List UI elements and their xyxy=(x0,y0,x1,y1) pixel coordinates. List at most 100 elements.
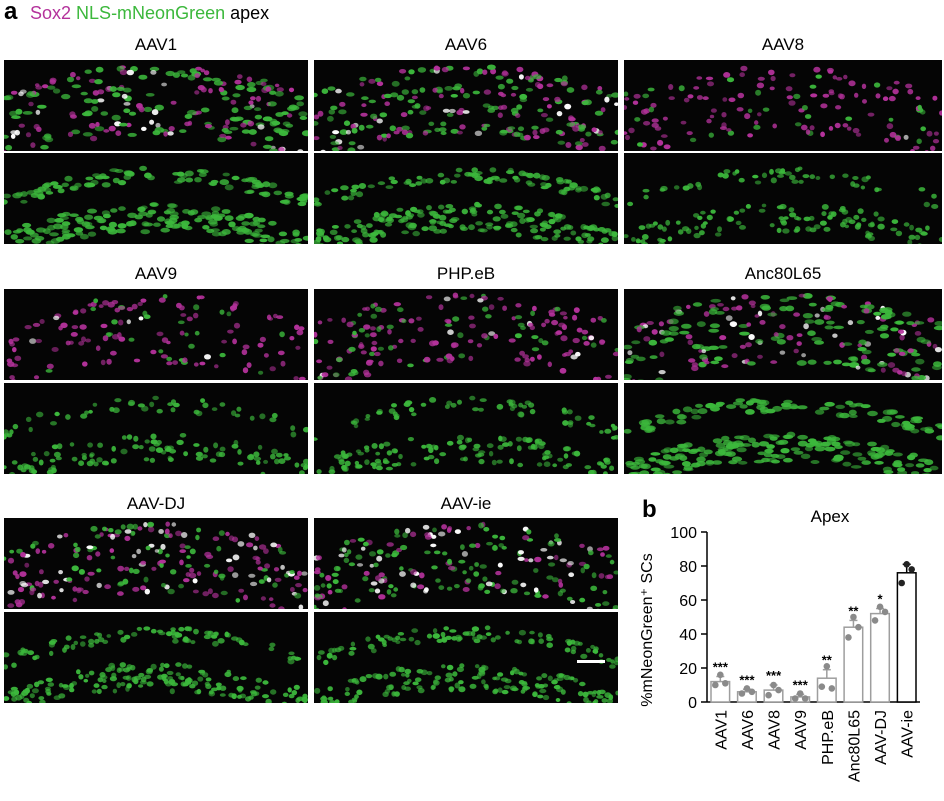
cell-nucleus xyxy=(137,301,143,307)
cell-nucleus xyxy=(83,182,94,188)
cell-nucleus xyxy=(426,633,433,639)
cell-nucleus xyxy=(531,335,539,340)
cell-nucleus xyxy=(479,564,487,569)
bar-AAV-ie xyxy=(896,572,917,703)
cell-nucleus xyxy=(813,66,821,73)
cell-nucleus xyxy=(877,418,886,423)
cell-nucleus xyxy=(556,111,563,117)
cell-nucleus xyxy=(779,324,786,330)
cell-nucleus xyxy=(314,607,320,609)
cell-nucleus xyxy=(780,448,790,454)
cell-nucleus xyxy=(748,437,756,444)
cell-nucleus xyxy=(773,332,779,338)
cell-nucleus xyxy=(219,352,226,358)
cell-nucleus xyxy=(213,632,219,637)
cell-nucleus xyxy=(697,408,708,415)
cell-nucleus xyxy=(597,86,603,91)
x-tick-label: AAV6 xyxy=(740,710,757,750)
cell-nucleus xyxy=(523,134,531,141)
cell-nucleus xyxy=(726,128,732,132)
data-point xyxy=(775,686,782,694)
cell-nucleus xyxy=(196,527,202,533)
cell-nucleus xyxy=(212,536,220,541)
cell-nucleus xyxy=(271,448,278,455)
cell-nucleus xyxy=(770,360,778,364)
cell-nucleus xyxy=(414,677,422,682)
cell-nucleus xyxy=(314,331,318,338)
cell-nucleus xyxy=(255,95,262,102)
cell-nucleus xyxy=(364,417,370,421)
cell-nucleus xyxy=(760,295,770,300)
cell-nucleus xyxy=(917,104,922,111)
cell-nucleus xyxy=(84,69,92,74)
cell-nucleus xyxy=(846,126,852,131)
cell-nucleus xyxy=(194,177,202,183)
cell-nucleus xyxy=(54,218,64,223)
cell-nucleus xyxy=(710,307,719,312)
cell-nucleus xyxy=(329,700,336,703)
cell-nucleus xyxy=(336,566,341,572)
cell-nucleus xyxy=(446,112,454,117)
y-axis-label: %mNeonGreen⁺ SCs xyxy=(639,553,656,706)
cell-nucleus xyxy=(336,357,343,363)
cell-nucleus xyxy=(518,550,524,555)
cell-nucleus xyxy=(709,323,720,328)
cell-nucleus xyxy=(788,207,795,213)
cell-nucleus xyxy=(260,81,267,86)
cell-nucleus xyxy=(703,449,713,455)
cell-nucleus xyxy=(108,221,117,228)
cell-nucleus xyxy=(474,562,479,567)
cell-nucleus xyxy=(358,124,365,131)
cell-nucleus xyxy=(560,689,566,695)
cell-nucleus xyxy=(554,533,559,539)
cell-nucleus xyxy=(546,83,554,88)
cell-nucleus xyxy=(208,690,216,697)
cell-nucleus xyxy=(493,688,499,694)
cell-nucleus xyxy=(260,234,271,239)
cell-nucleus xyxy=(300,463,307,468)
cell-nucleus xyxy=(448,565,456,571)
cell-nucleus xyxy=(131,303,138,310)
cell-nucleus xyxy=(334,699,340,703)
cell-nucleus xyxy=(772,123,777,129)
cell-nucleus xyxy=(487,108,496,113)
cell-nucleus xyxy=(842,173,849,178)
cell-nucleus xyxy=(85,338,91,343)
cell-nucleus xyxy=(807,438,817,443)
cell-nucleus xyxy=(482,576,488,582)
cell-nucleus xyxy=(327,686,333,692)
cell-nucleus xyxy=(108,125,116,132)
cell-nucleus xyxy=(452,294,459,299)
cell-nucleus xyxy=(590,644,595,649)
cell-nucleus xyxy=(683,442,693,448)
cell-nucleus xyxy=(566,701,572,703)
cell-nucleus xyxy=(87,208,97,214)
cell-nucleus xyxy=(580,567,586,574)
cell-nucleus xyxy=(396,547,403,553)
cell-nucleus xyxy=(486,209,494,215)
cell-nucleus xyxy=(820,131,825,138)
cell-nucleus xyxy=(565,142,572,148)
cell-nucleus xyxy=(92,402,98,407)
cell-nucleus xyxy=(390,593,397,598)
cell-nucleus xyxy=(488,304,495,310)
cell-nucleus xyxy=(298,376,306,380)
cell-nucleus xyxy=(599,430,604,434)
cell-nucleus xyxy=(583,341,590,346)
cell-nucleus xyxy=(248,129,257,135)
cell-nucleus xyxy=(835,404,845,409)
cell-nucleus xyxy=(301,571,308,576)
cell-nucleus xyxy=(468,224,475,231)
cell-nucleus xyxy=(514,205,523,211)
cell-nucleus xyxy=(261,191,271,198)
cell-nucleus xyxy=(662,116,668,121)
micrograph-top-aavie xyxy=(314,518,618,609)
cell-nucleus xyxy=(692,302,703,307)
cell-nucleus xyxy=(840,221,846,228)
cell-nucleus xyxy=(813,224,821,230)
cell-nucleus xyxy=(280,564,285,570)
cell-nucleus xyxy=(425,295,433,300)
cell-nucleus xyxy=(519,218,526,224)
cell-nucleus xyxy=(656,418,666,425)
cell-nucleus xyxy=(181,532,188,538)
